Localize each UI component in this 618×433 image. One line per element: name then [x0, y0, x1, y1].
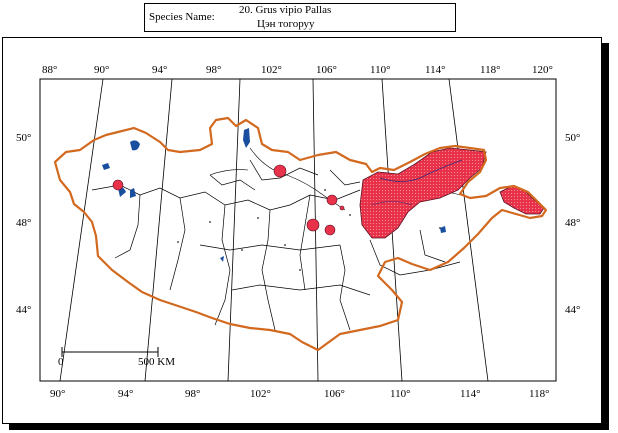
map-border: [39, 78, 557, 382]
right-lat-label: 44°: [565, 304, 580, 316]
bottom-lon-label: 98°: [185, 388, 200, 400]
left-lat-label: 48°: [16, 217, 31, 229]
species-box: Species Name: 20. Grus vipio Pallas Цэн …: [144, 3, 456, 32]
left-latitude-labels: 50° 48° 44°: [16, 132, 31, 316]
graticule-meridians: [59, 78, 489, 382]
map-frame: [2, 37, 602, 424]
range-east-main: [359, 147, 487, 239]
range-river-2: [371, 201, 413, 206]
right-lat-label: 50°: [565, 132, 580, 144]
top-lon-label: 94°: [152, 64, 167, 76]
right-lat-label: 48°: [565, 217, 580, 229]
bottom-lon-label: 106°: [324, 388, 345, 400]
left-lat-label: 44°: [16, 304, 31, 316]
bottom-lon-label: 114°: [460, 388, 481, 400]
scale-start-label: 0: [58, 356, 64, 368]
range-river: [379, 159, 463, 182]
record-point: [339, 205, 345, 211]
top-lon-label: 98°: [206, 64, 221, 76]
species-latin-name: 20. Grus vipio Pallas: [239, 4, 332, 16]
record-point: [306, 218, 320, 232]
point-records: [112, 164, 345, 236]
bottom-longitude-labels: 90° 94° 98° 102° 106° 110° 114° 118°: [50, 388, 550, 400]
bottom-lon-label: 90°: [50, 388, 65, 400]
record-point: [112, 179, 124, 191]
species-label: Species Name:: [149, 11, 215, 23]
national-border: [53, 116, 548, 352]
lake-achit: [102, 163, 110, 170]
scale-end-label: 500 KM: [138, 356, 175, 368]
lake-uvs: [130, 140, 140, 151]
left-lat-label: 50°: [16, 132, 31, 144]
scale-bar: 0 500 KM: [58, 347, 175, 368]
top-lon-label: 120°: [532, 64, 553, 76]
top-lon-label: 118°: [480, 64, 501, 76]
top-longitude-labels: 88° 90° 94° 98° 102° 106° 110° 114° 118°…: [42, 64, 553, 76]
record-point: [273, 164, 287, 178]
top-lon-label: 88°: [42, 64, 57, 76]
bottom-lon-label: 110°: [390, 388, 411, 400]
top-lon-label: 102°: [261, 64, 282, 76]
aimag-boundaries: [91, 159, 461, 331]
right-latitude-labels: 50° 48° 44°: [565, 132, 580, 316]
species-local-name: Цэн тогоруу: [257, 18, 315, 30]
lake-east: [440, 226, 446, 233]
bottom-lon-label: 118°: [529, 388, 550, 400]
bottom-lon-label: 94°: [118, 388, 133, 400]
top-lon-label: 110°: [370, 64, 391, 76]
record-point: [326, 194, 338, 206]
record-point: [324, 224, 336, 236]
lake-khovsgol: [243, 128, 250, 148]
top-lon-label: 114°: [425, 64, 446, 76]
bottom-lon-label: 102°: [250, 388, 271, 400]
top-lon-label: 106°: [316, 64, 337, 76]
settlement-dots: [177, 189, 441, 271]
lake-khyargas: [130, 188, 136, 198]
top-lon-label: 90°: [94, 64, 109, 76]
lake-small: [220, 256, 224, 262]
